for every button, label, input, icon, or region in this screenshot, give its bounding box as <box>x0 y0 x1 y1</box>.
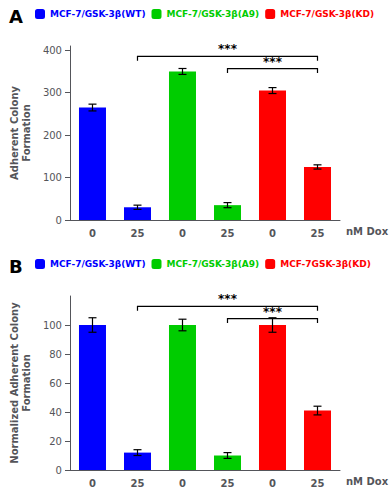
svg-text:20: 20 <box>49 436 62 447</box>
svg-text:***: *** <box>263 305 283 319</box>
svg-text:0: 0 <box>56 465 62 476</box>
svg-text:100: 100 <box>43 320 62 331</box>
svg-text:25: 25 <box>131 228 145 239</box>
svg-text:25: 25 <box>221 228 235 239</box>
svg-text:Formation: Formation <box>21 354 32 412</box>
svg-text:25: 25 <box>311 228 325 239</box>
svg-text:MCF-7GSK-3β(KD): MCF-7GSK-3β(KD) <box>280 259 371 269</box>
svg-text:MCF-7/GSK-3β(WT): MCF-7/GSK-3β(WT) <box>50 259 146 269</box>
svg-text:nM Dox: nM Dox <box>346 476 389 487</box>
svg-text:0: 0 <box>56 215 62 226</box>
svg-text:25: 25 <box>221 478 235 489</box>
svg-text:200: 200 <box>43 130 62 141</box>
svg-text:400: 400 <box>43 45 62 56</box>
svg-text:Adherent Colony: Adherent Colony <box>9 86 20 181</box>
svg-text:Formation: Formation <box>21 104 32 162</box>
svg-text:0: 0 <box>269 478 276 489</box>
svg-text:Normalized Adherent Colony: Normalized Adherent Colony <box>9 302 20 464</box>
svg-text:B: B <box>9 256 23 277</box>
svg-text:0: 0 <box>89 478 96 489</box>
svg-text:***: *** <box>263 55 283 69</box>
svg-text:25: 25 <box>131 478 145 489</box>
svg-text:25: 25 <box>311 478 325 489</box>
svg-text:***: *** <box>218 292 238 306</box>
svg-text:MCF-7/GSK-3β(A9): MCF-7/GSK-3β(A9) <box>167 259 260 269</box>
svg-text:0: 0 <box>179 228 186 239</box>
svg-text:40: 40 <box>49 407 62 418</box>
svg-text:MCF-7/GSK-3β(WT): MCF-7/GSK-3β(WT) <box>50 9 146 19</box>
svg-text:MCF-7/GSK-3β(KD): MCF-7/GSK-3β(KD) <box>280 9 374 19</box>
svg-text:0: 0 <box>269 228 276 239</box>
svg-text:A: A <box>9 6 23 27</box>
svg-text:300: 300 <box>43 87 62 98</box>
svg-text:60: 60 <box>49 378 62 389</box>
svg-text:nM Dox: nM Dox <box>346 226 389 237</box>
svg-text:80: 80 <box>49 349 62 360</box>
svg-text:100: 100 <box>43 172 62 183</box>
svg-text:0: 0 <box>179 478 186 489</box>
svg-text:0: 0 <box>89 228 96 239</box>
svg-text:***: *** <box>218 42 238 56</box>
svg-text:MCF-7/GSK-3β(A9): MCF-7/GSK-3β(A9) <box>167 9 260 19</box>
